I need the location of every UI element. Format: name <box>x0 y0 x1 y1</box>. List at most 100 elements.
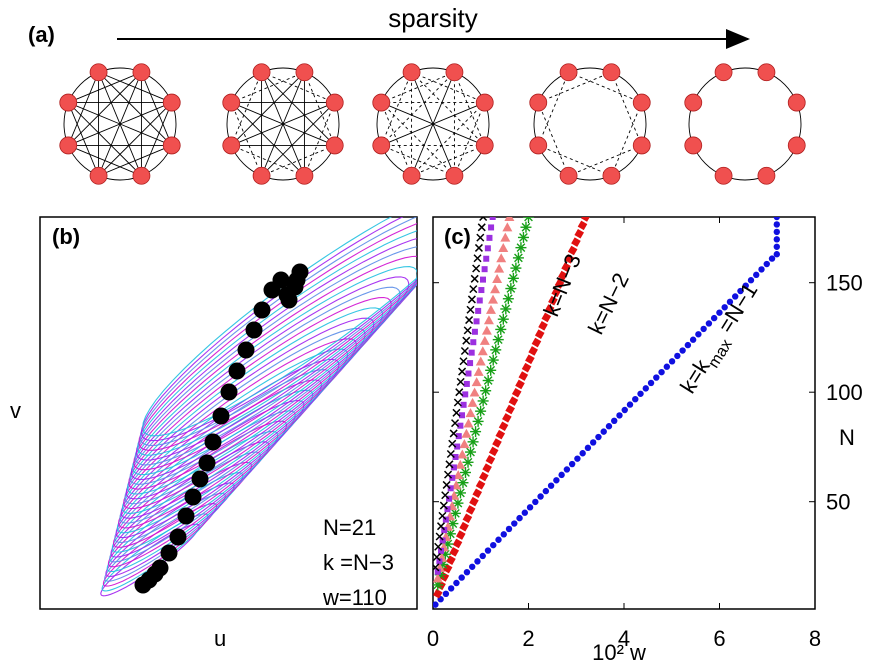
ring-node <box>684 136 703 155</box>
data-point <box>479 471 489 482</box>
data-point <box>478 287 485 294</box>
data-point <box>442 516 449 523</box>
data-point <box>511 520 518 527</box>
data-point <box>463 457 473 467</box>
ring-node <box>757 166 776 185</box>
x-tick-label: 8 <box>809 626 821 651</box>
data-point <box>700 325 707 333</box>
phase-trajectory <box>139 217 417 447</box>
ring-node <box>714 166 733 185</box>
data-point <box>459 439 470 449</box>
data-point <box>475 480 486 490</box>
y-tick-label: 50 <box>826 490 850 515</box>
data-point <box>447 585 455 592</box>
data-point <box>658 368 665 376</box>
ring-node <box>602 166 621 185</box>
data-point <box>475 356 486 366</box>
ring-edge <box>261 71 335 103</box>
ring-edge <box>454 72 486 146</box>
data-point <box>481 325 492 335</box>
data-point <box>721 304 728 311</box>
oscillator-dot <box>204 433 222 451</box>
ring-node <box>162 93 181 112</box>
data-point <box>579 450 586 457</box>
ring-node <box>445 166 464 185</box>
data-point <box>442 480 451 489</box>
data-point <box>449 547 460 557</box>
ring-node <box>59 136 78 155</box>
data-point <box>716 309 723 316</box>
data-point <box>463 418 474 428</box>
data-point <box>589 439 597 446</box>
data-point <box>524 217 530 222</box>
data-point <box>494 263 505 273</box>
phase-trajectory <box>115 400 305 539</box>
data-point <box>469 496 479 507</box>
ring-node <box>162 136 181 155</box>
data-point <box>773 236 780 243</box>
ring-node <box>757 63 776 82</box>
ring-edge <box>411 71 485 103</box>
ring-edge <box>231 71 305 103</box>
data-point <box>442 590 450 598</box>
data-point <box>502 222 513 232</box>
data-point <box>472 488 483 499</box>
ring-edge <box>230 71 305 146</box>
series <box>433 217 488 572</box>
ring-node <box>295 166 314 185</box>
x-tick-label: 2 <box>522 626 534 651</box>
data-point <box>467 295 476 304</box>
data-point <box>547 482 555 489</box>
data-point <box>463 568 471 576</box>
data-point <box>453 579 460 587</box>
phase-trajectory <box>112 420 288 548</box>
data-point <box>526 504 534 511</box>
y-tick-label: 150 <box>826 271 863 296</box>
data-point <box>534 329 545 339</box>
data-point <box>449 429 458 438</box>
panel-c-series <box>433 217 780 608</box>
data-point <box>473 254 482 263</box>
data-point <box>478 396 488 406</box>
ring-node <box>252 63 271 82</box>
ring-node <box>714 63 733 82</box>
ring-circle <box>63 67 177 181</box>
ring-node <box>372 93 391 112</box>
data-point <box>515 379 525 390</box>
phase-trajectory <box>123 338 357 510</box>
data-point <box>537 493 544 500</box>
data-point <box>483 315 494 325</box>
ring-edge <box>411 145 485 177</box>
data-point <box>441 527 448 534</box>
ring-edge <box>568 71 642 103</box>
ring-edge <box>380 102 412 176</box>
data-point <box>621 406 628 414</box>
data-point <box>455 459 466 469</box>
data-point <box>542 487 550 495</box>
data-point <box>468 349 475 356</box>
oscillator-dot <box>253 301 271 319</box>
data-point <box>473 417 483 426</box>
data-point <box>461 428 472 438</box>
oscillator-dot <box>177 507 195 525</box>
data-point <box>516 243 526 253</box>
data-point <box>469 285 478 294</box>
data-point <box>434 568 441 575</box>
data-point <box>611 417 618 425</box>
data-point <box>483 255 490 262</box>
ring-edge <box>381 145 455 177</box>
ring-node <box>632 136 651 155</box>
data-point <box>488 446 499 457</box>
ring-edge <box>67 71 142 146</box>
ring-edge <box>98 102 173 177</box>
ring-node <box>132 166 151 185</box>
data-point <box>477 223 486 232</box>
data-point <box>484 245 491 252</box>
data-point <box>511 387 522 398</box>
data-point <box>663 363 671 370</box>
data-point <box>444 506 451 513</box>
data-point <box>438 511 447 520</box>
x-tick-label: 6 <box>713 626 725 651</box>
data-point <box>768 255 776 262</box>
ring-edge <box>411 102 486 177</box>
